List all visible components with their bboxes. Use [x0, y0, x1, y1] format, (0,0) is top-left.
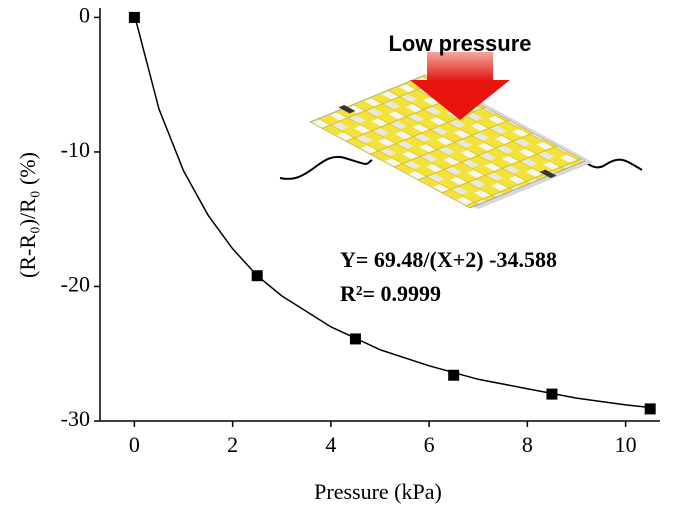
x-tick-label: 4 [325, 432, 336, 457]
data-point [251, 270, 263, 282]
annotation: Low pressure [388, 31, 531, 56]
x-tick-label: 6 [424, 432, 435, 457]
x-axis-label: Pressure (kPa) [314, 479, 442, 504]
x-tick-label: 2 [227, 432, 238, 457]
x-tick-label: 10 [615, 432, 637, 457]
y-tick-label: -10 [61, 137, 90, 162]
y-tick-label: -30 [61, 406, 90, 431]
x-tick-label: 0 [129, 432, 140, 457]
fabric-illustration [279, 52, 643, 210]
x-tick-label: 8 [522, 432, 533, 457]
data-point [546, 388, 558, 400]
data-point [448, 369, 460, 381]
y-tick-label: -20 [61, 272, 90, 297]
data-point [349, 333, 361, 345]
annotation: R²= 0.9999 [340, 281, 441, 306]
annotation: Y= 69.48/(X+2) -34.588 [340, 247, 557, 272]
y-tick-label: 0 [79, 2, 90, 27]
data-point [644, 403, 656, 415]
y-axis-label: (R-R₀)/R₀ (%) [15, 152, 40, 278]
data-point [128, 11, 140, 23]
fit-line [133, 14, 651, 409]
